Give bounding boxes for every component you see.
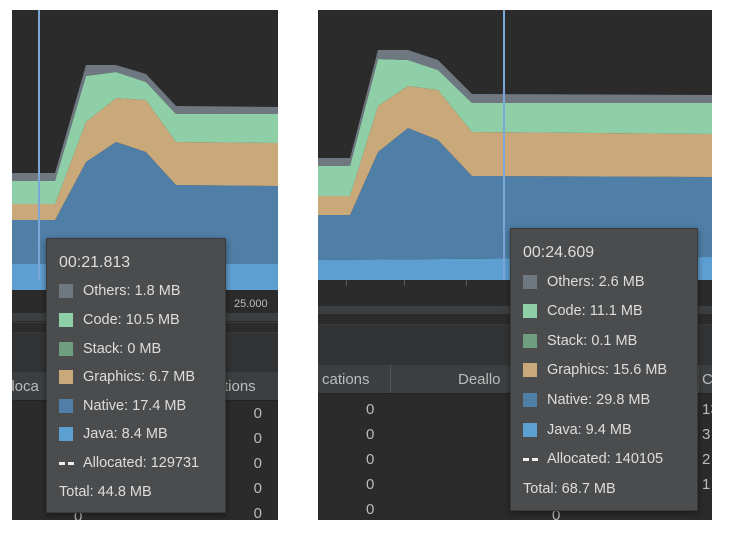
tooltip-time: 00:21.813 xyxy=(59,254,131,271)
tooltip-row-code: Code: 10.5 MB xyxy=(59,312,180,328)
table-cell: 0 xyxy=(253,455,262,472)
column-header[interactable]: lloca xyxy=(12,378,39,395)
axis-label: 25.000 xyxy=(234,298,268,310)
tooltip-total: Total: 44.8 MB xyxy=(59,484,152,500)
tooltip-row-others: Others: 1.8 MB xyxy=(59,283,181,299)
tooltip-stack-value: Stack: 0.1 MB xyxy=(547,333,638,349)
axis-tick xyxy=(466,280,467,286)
tooltip-row-native: Native: 17.4 MB xyxy=(59,398,186,414)
code-swatch xyxy=(59,313,73,327)
java-swatch xyxy=(59,427,73,441)
tooltip-native-value: Native: 29.8 MB xyxy=(547,392,651,408)
others-swatch xyxy=(523,275,537,289)
tooltip-code-value: Code: 10.5 MB xyxy=(83,312,180,328)
tooltip-time: 00:24.609 xyxy=(523,244,595,261)
tooltip-row-java: Java: 8.4 MB xyxy=(59,426,168,442)
table-cell: 1 xyxy=(702,476,711,493)
column-header[interactable]: C xyxy=(702,371,712,388)
dashed-line-icon xyxy=(59,456,75,470)
table-cell: 2 xyxy=(702,451,711,468)
tooltip-row-others: Others: 2.6 MB xyxy=(523,274,645,290)
table-cell: 0 xyxy=(253,480,262,497)
others-swatch xyxy=(59,284,73,298)
table-cell: 13 xyxy=(702,401,712,418)
column-header[interactable]: tions xyxy=(224,378,256,395)
time-cursor[interactable] xyxy=(503,10,505,280)
column-header[interactable]: cations xyxy=(322,371,370,388)
series-graphics xyxy=(318,86,712,215)
series-native xyxy=(318,128,712,260)
memory-tooltip: 00:21.813 Others: 1.8 MB Code: 10.5 MB S… xyxy=(46,238,226,513)
table-cell: 3 xyxy=(702,426,711,443)
table-cell: 0 xyxy=(366,401,375,418)
tooltip-row-graphics: Graphics: 15.6 MB xyxy=(523,362,667,378)
series-code xyxy=(12,72,278,204)
series-code xyxy=(318,59,712,196)
tooltip-graphics-value: Graphics: 15.6 MB xyxy=(547,362,668,378)
table-cell: 0 xyxy=(253,430,262,447)
table-cell: 0 xyxy=(366,476,375,493)
code-swatch xyxy=(523,304,537,318)
tooltip-allocated-value: Allocated: 140105 xyxy=(547,451,664,467)
table-cell: 0 xyxy=(366,501,375,518)
graphics-swatch xyxy=(59,370,73,384)
axis-tick xyxy=(404,280,405,286)
graphics-swatch xyxy=(523,363,537,377)
tooltip-native-value: Native: 17.4 MB xyxy=(83,398,187,414)
tooltip-java-value: Java: 9.4 MB xyxy=(547,422,632,438)
axis-tick xyxy=(346,280,347,286)
tooltip-row-allocated: Allocated: 140105 xyxy=(523,451,663,467)
series-native xyxy=(12,142,278,264)
tooltip-code-value: Code: 11.1 MB xyxy=(547,303,643,319)
tooltip-row-stack: Stack: 0 MB xyxy=(59,341,161,357)
column-header[interactable]: Deallo xyxy=(458,371,501,388)
memory-tooltip: 00:24.609 Others: 2.6 MB Code: 11.1 MB S… xyxy=(510,228,698,511)
tooltip-graphics-value: Graphics: 6.7 MB xyxy=(83,369,196,385)
table-cell: 0 xyxy=(366,426,375,443)
stack-swatch xyxy=(59,342,73,356)
tooltip-row-code: Code: 11.1 MB xyxy=(523,303,643,319)
table-cell: 0 xyxy=(253,505,262,520)
memory-profiler-left: 25.000 lloca tions 0 0 0 0 0 0 00:21.813… xyxy=(12,10,278,520)
time-cursor[interactable] xyxy=(38,10,40,280)
tooltip-java-value: Java: 8.4 MB xyxy=(83,426,168,442)
native-swatch xyxy=(523,393,537,407)
native-swatch xyxy=(59,399,73,413)
tooltip-row-graphics: Graphics: 6.7 MB xyxy=(59,369,195,385)
dashed-line-icon xyxy=(523,452,539,466)
tooltip-row-stack: Stack: 0.1 MB xyxy=(523,333,637,349)
series-others xyxy=(12,65,278,181)
tooltip-total: Total: 68.7 MB xyxy=(523,481,616,497)
tooltip-row-allocated: Allocated: 129731 xyxy=(59,455,199,471)
table-cell: 0 xyxy=(74,508,83,520)
tooltip-others-value: Others: 1.8 MB xyxy=(83,283,181,299)
table-cell: 0 xyxy=(552,507,561,520)
memory-profiler-right: cations Deallo C 0 0 0 0 0 13 3 2 1 0 00… xyxy=(318,10,712,520)
table-cell: 0 xyxy=(253,405,262,422)
tooltip-stack-value: Stack: 0 MB xyxy=(83,341,162,357)
table-cell: 0 xyxy=(366,451,375,468)
stack-swatch xyxy=(523,334,537,348)
tooltip-allocated-value: Allocated: 129731 xyxy=(83,455,200,471)
tooltip-row-native: Native: 29.8 MB xyxy=(523,392,650,408)
tooltip-row-java: Java: 9.4 MB xyxy=(523,422,632,438)
java-swatch xyxy=(523,423,537,437)
tooltip-others-value: Others: 2.6 MB xyxy=(547,274,645,290)
